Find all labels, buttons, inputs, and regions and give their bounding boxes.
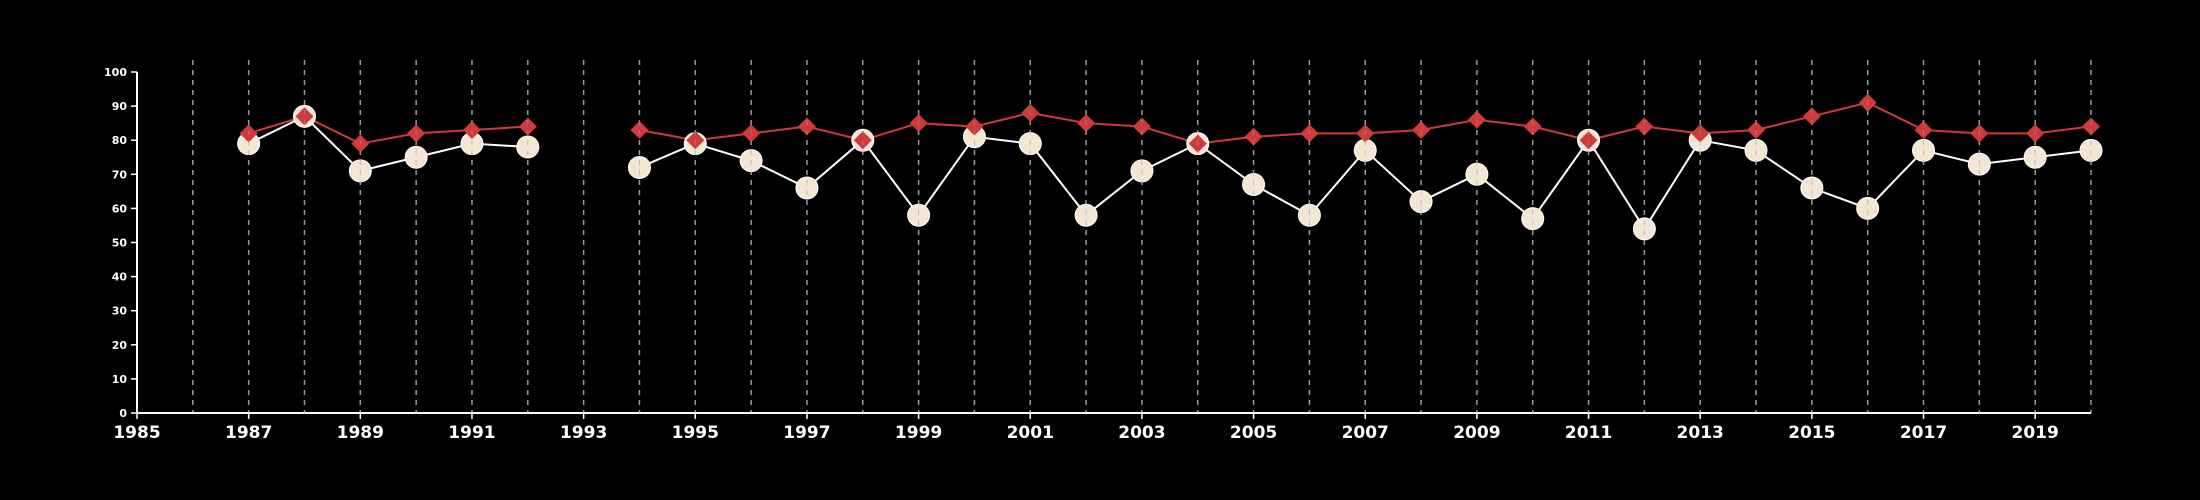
circle-marker — [404, 145, 428, 169]
series-line-diamond — [248, 115, 528, 145]
diamond-marker — [295, 107, 314, 126]
diamond-marker — [462, 120, 481, 139]
diamond-marker — [1802, 107, 1821, 126]
x-tick-label: 2005 — [1230, 423, 1277, 443]
y-tick-label: 50 — [112, 237, 128, 250]
diamond-marker — [1523, 117, 1542, 136]
circle-marker — [1521, 207, 1545, 231]
axes: 0 10 20 30 40 50 60 70 80 90 100 1985 1987 1989 1991 19… — [104, 66, 2091, 443]
x-tick-label: 1997 — [783, 423, 830, 443]
x-tick-label: 2011 — [1565, 423, 1612, 443]
y-tick-label: 20 — [112, 339, 128, 352]
diamond-marker — [1244, 127, 1263, 146]
diamond-marker — [1914, 120, 1933, 139]
y-tick-label: 90 — [112, 100, 128, 113]
diamond-marker — [630, 120, 649, 139]
circle-marker — [795, 176, 819, 200]
x-tick-label: 1989 — [337, 423, 384, 443]
x-tick-label: 1995 — [672, 423, 719, 443]
circle-marker — [1632, 217, 1656, 241]
circle-marker — [627, 155, 651, 179]
x-tick-label: 2007 — [1342, 423, 1389, 443]
x-tick-label: 2017 — [1900, 423, 1947, 443]
x-tick-label: 1987 — [225, 423, 272, 443]
diamond-marker — [797, 117, 816, 136]
circle-marker — [1800, 176, 1824, 200]
circle-marker — [2023, 145, 2047, 169]
x-tick-label: 2019 — [2012, 423, 2059, 443]
diamond-marker — [1132, 117, 1151, 136]
y-tick-label: 0 — [119, 407, 127, 420]
x-tick-label: 2013 — [1677, 423, 1724, 443]
y-tick-label: 60 — [112, 202, 128, 215]
series-line-circle — [248, 115, 528, 172]
circle-marker — [516, 135, 540, 159]
series — [192, 60, 2103, 413]
y-tick-label: 40 — [112, 271, 128, 284]
diamond-marker — [1747, 120, 1766, 139]
x-tick-label: 1999 — [895, 423, 942, 443]
y-tick-label: 70 — [112, 168, 128, 181]
x-tick-label: 2003 — [1118, 423, 1165, 443]
y-tick-label: 10 — [112, 373, 128, 386]
y-tick-label: 100 — [104, 66, 127, 79]
y-tick-label: 30 — [112, 305, 128, 318]
diamond-marker — [1635, 117, 1654, 136]
x-tick-label: 1993 — [560, 423, 607, 443]
diamond-marker — [965, 117, 984, 136]
diamond-marker — [1467, 110, 1486, 129]
x-tick-label: 2015 — [1788, 423, 1835, 443]
diamond-marker — [2082, 117, 2100, 136]
x-tick-label: 2001 — [1007, 423, 1054, 443]
x-tick-label: 2009 — [1453, 423, 1500, 443]
x-tick-label: 1991 — [448, 423, 495, 443]
diamond-marker — [1412, 120, 1431, 139]
circle-marker — [1856, 196, 1880, 220]
y-tick-label: 80 — [112, 134, 128, 147]
x-tick-label: 1985 — [113, 423, 160, 443]
diamond-marker — [518, 117, 537, 136]
